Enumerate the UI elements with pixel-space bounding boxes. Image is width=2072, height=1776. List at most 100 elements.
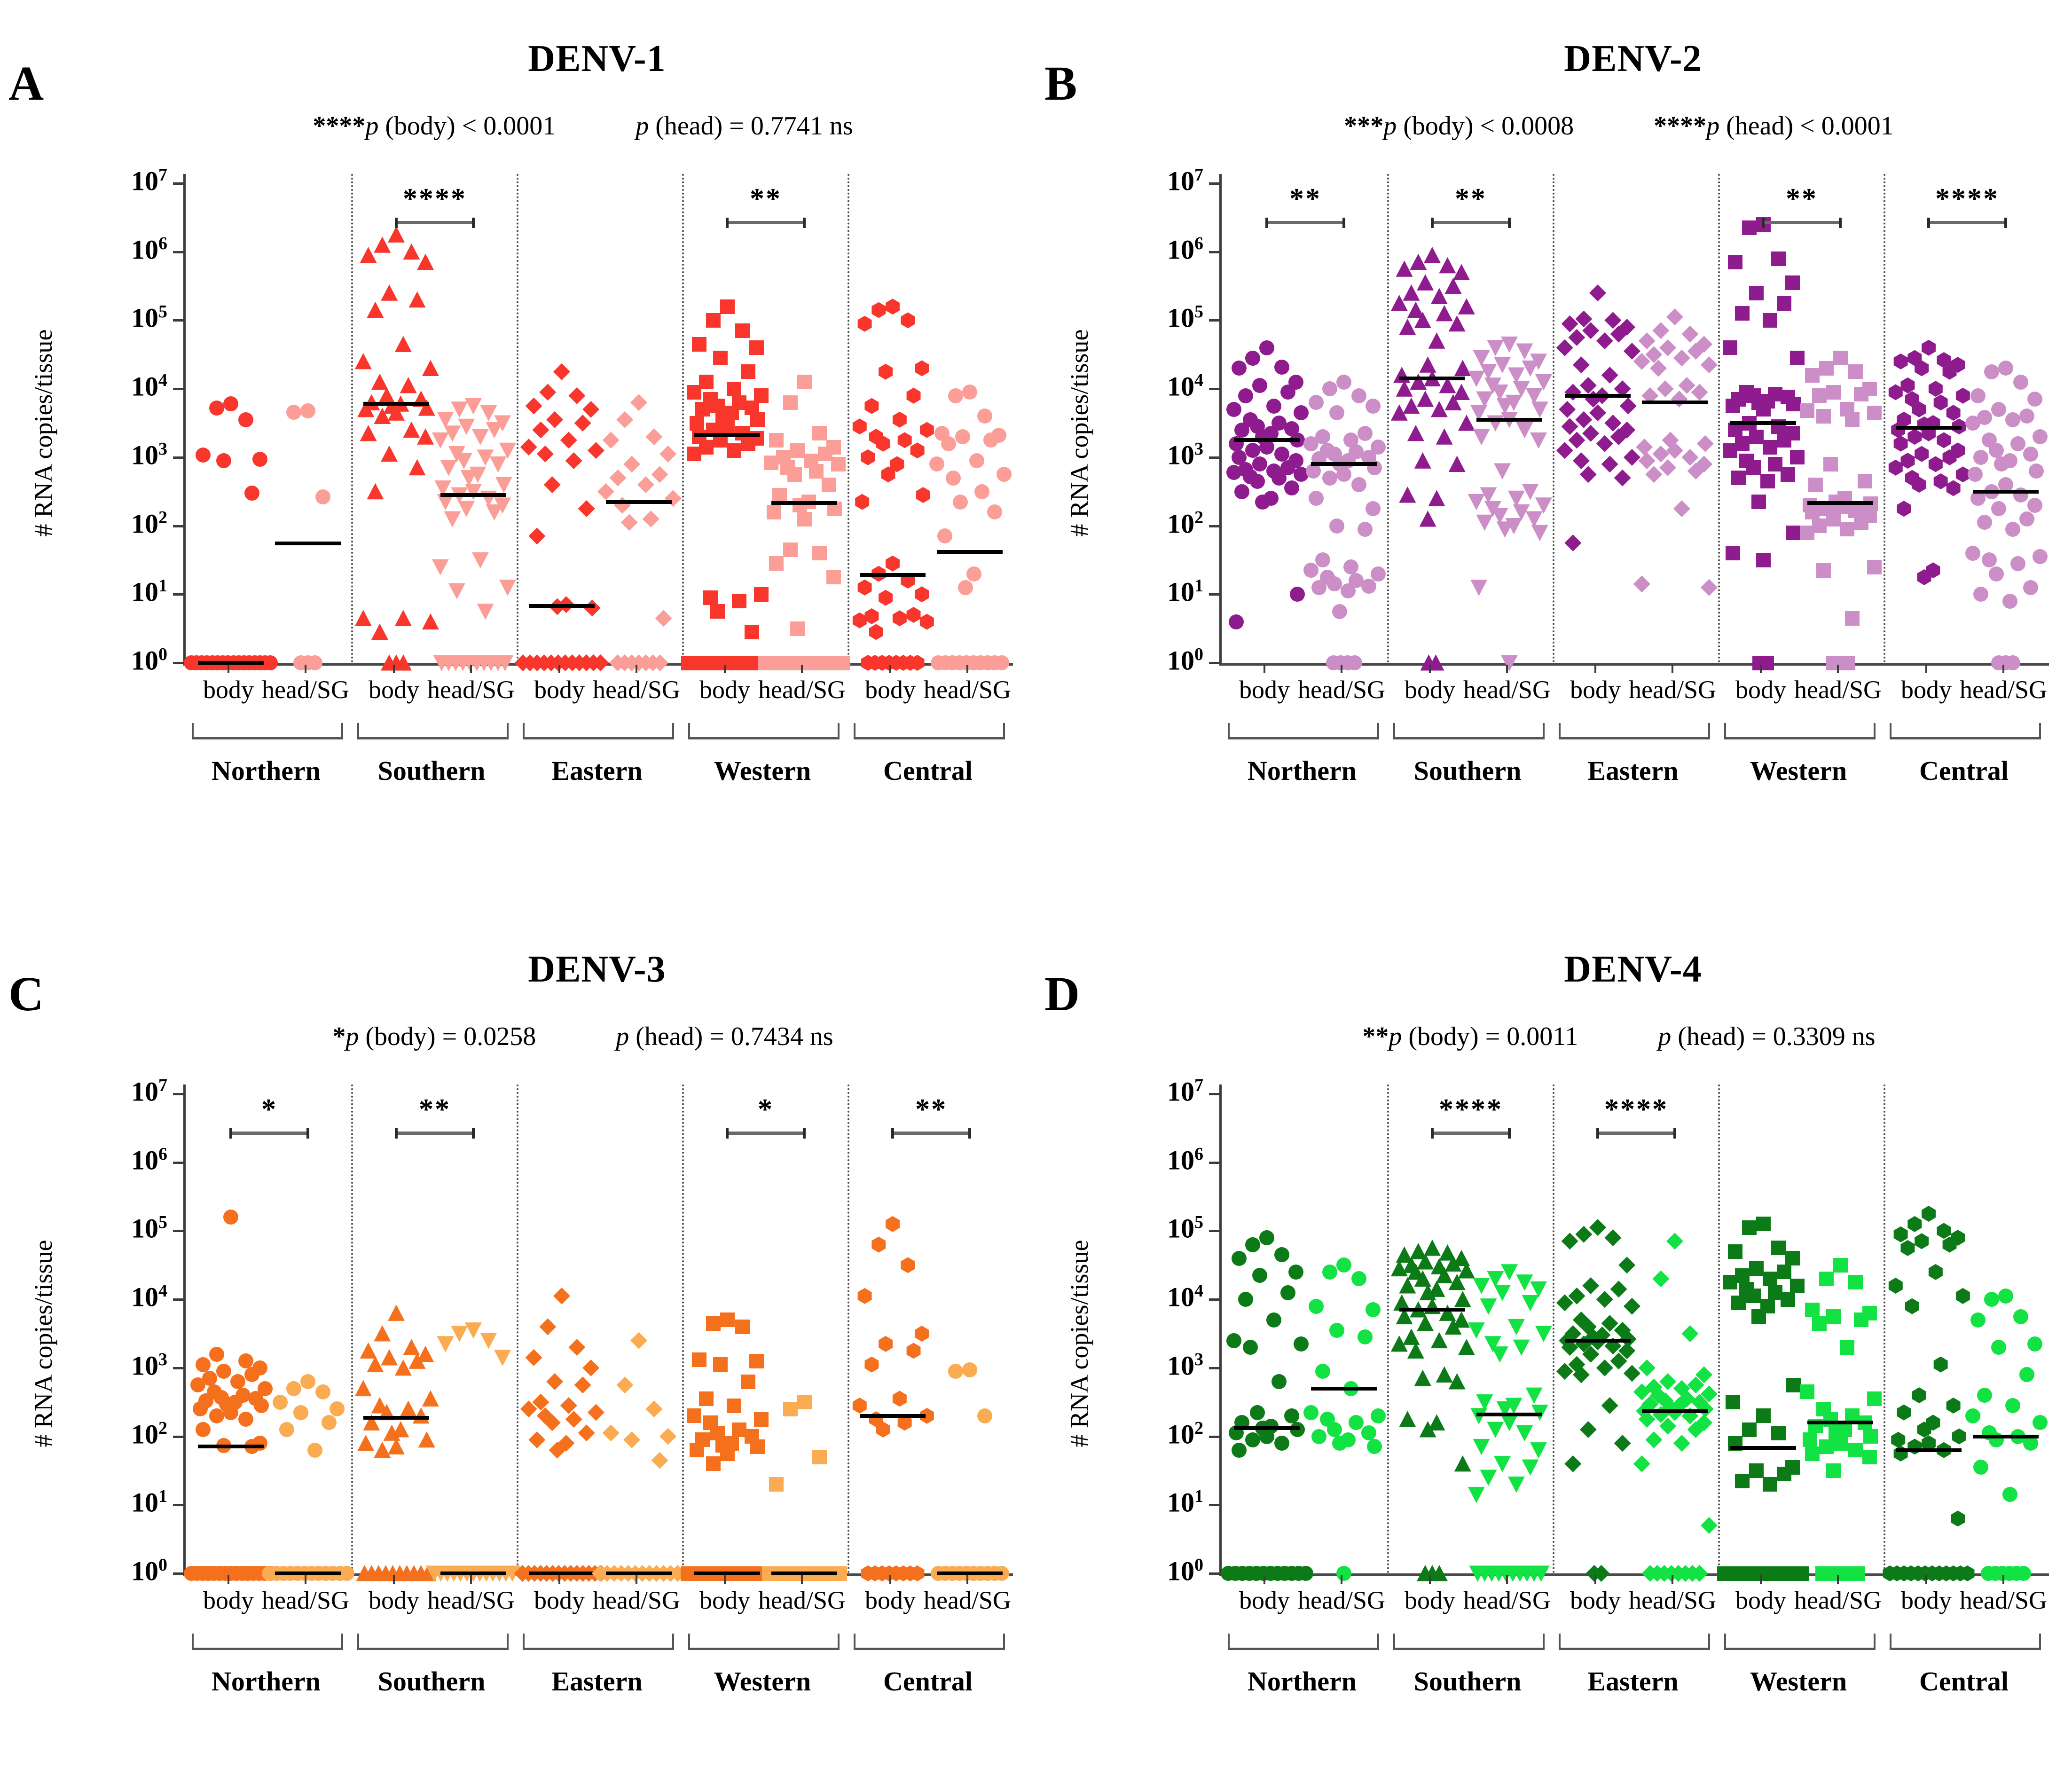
y-tick-mark bbox=[173, 1230, 183, 1233]
data-point bbox=[659, 1428, 677, 1445]
data-point bbox=[1900, 1240, 1915, 1256]
tissue-label-body: body bbox=[534, 1586, 585, 1614]
data-point bbox=[749, 1353, 764, 1368]
data-point bbox=[1476, 514, 1493, 531]
data-point bbox=[689, 1443, 704, 1458]
data-point bbox=[659, 445, 677, 463]
data-point bbox=[1572, 452, 1590, 470]
data-point bbox=[1487, 1422, 1504, 1438]
data-point bbox=[769, 1477, 784, 1492]
significance-stars: ** bbox=[419, 1093, 451, 1125]
significance-bar bbox=[1432, 221, 1509, 224]
region-bracket bbox=[1393, 723, 1545, 739]
data-point bbox=[357, 1435, 375, 1451]
data-point bbox=[871, 1236, 886, 1253]
data-point-baseline bbox=[307, 655, 322, 670]
data-point bbox=[1848, 1275, 1863, 1290]
panel-c-inner: C DENV-3 *p (body) = 0.0258 p (head) = 0… bbox=[0, 911, 1036, 1776]
x-tick-mark bbox=[801, 1575, 803, 1584]
data-point bbox=[1937, 432, 1951, 448]
data-point bbox=[2019, 1367, 2034, 1383]
y-tick-mark bbox=[173, 456, 183, 459]
data-point bbox=[1955, 387, 1970, 404]
y-tick-mark bbox=[173, 1298, 183, 1301]
data-point bbox=[1696, 435, 1714, 452]
significance-bar-cap bbox=[1431, 218, 1434, 228]
data-point bbox=[1274, 1436, 1290, 1451]
data-point bbox=[578, 1424, 595, 1442]
y-axis-ticks: 107 106 105 104 103 102 101 100 bbox=[0, 1076, 183, 1586]
data-point bbox=[1652, 322, 1670, 339]
data-point bbox=[1786, 525, 1801, 540]
data-point bbox=[754, 1412, 769, 1427]
data-point bbox=[1561, 418, 1578, 435]
y-tick-mark bbox=[173, 662, 183, 664]
data-point bbox=[1255, 494, 1270, 510]
x-tick-mark bbox=[470, 665, 472, 673]
region-bracket bbox=[523, 723, 674, 739]
data-point bbox=[432, 432, 449, 449]
median-line bbox=[1234, 438, 1300, 442]
data-point bbox=[1601, 1397, 1618, 1414]
x-tick-mark bbox=[558, 665, 560, 673]
data-point bbox=[1915, 446, 1929, 462]
data-point bbox=[1897, 501, 1911, 517]
data-point bbox=[1604, 1229, 1622, 1246]
data-point bbox=[1749, 429, 1764, 444]
data-point bbox=[1756, 402, 1771, 417]
region-label: Central bbox=[1919, 1666, 2009, 1697]
data-point bbox=[1833, 1257, 1848, 1273]
data-point bbox=[578, 500, 595, 518]
y-tick-label: 101 bbox=[1167, 1486, 1203, 1518]
data-point bbox=[1229, 614, 1244, 629]
data-point bbox=[1659, 1373, 1677, 1390]
data-point bbox=[1907, 1216, 1922, 1232]
tissue-label-body: body bbox=[369, 1586, 419, 1614]
data-point bbox=[244, 1367, 259, 1383]
data-point bbox=[809, 464, 824, 479]
region-bracket bbox=[1393, 1634, 1545, 1650]
significance-bar-cap bbox=[395, 218, 398, 228]
data-point bbox=[1242, 1340, 1258, 1355]
data-point bbox=[2032, 549, 2048, 565]
data-point bbox=[209, 1408, 225, 1423]
y-tick-label: 102 bbox=[1167, 507, 1203, 539]
data-point bbox=[857, 1288, 872, 1304]
median-line bbox=[1807, 501, 1873, 505]
data-point bbox=[1582, 1277, 1600, 1294]
median-line bbox=[1399, 377, 1465, 381]
data-point bbox=[966, 566, 982, 582]
median-line bbox=[771, 501, 837, 505]
data-point bbox=[440, 460, 457, 476]
region-label: Eastern bbox=[1587, 1666, 1679, 1697]
data-point bbox=[1357, 1329, 1373, 1345]
data-point bbox=[480, 1333, 497, 1349]
data-point bbox=[1507, 1319, 1525, 1336]
data-point bbox=[1231, 361, 1247, 376]
data-point bbox=[1623, 1365, 1640, 1382]
stats-line: ****p (body) < 0.0001 p (head) = 0.7741 … bbox=[155, 111, 1011, 141]
data-point bbox=[1649, 360, 1667, 377]
x-tick-mark bbox=[1429, 665, 1431, 673]
x-tick-mark bbox=[1341, 1575, 1342, 1584]
x-tick-mark bbox=[1341, 665, 1342, 673]
group-separator bbox=[1553, 174, 1554, 663]
p-value-head-text: (head) = 0.3309 ns bbox=[1671, 1022, 1876, 1051]
group-separator bbox=[517, 174, 518, 663]
data-point bbox=[864, 1356, 879, 1373]
data-point bbox=[1245, 1237, 1261, 1252]
data-point bbox=[1303, 436, 1319, 451]
data-point bbox=[812, 1449, 827, 1464]
data-point bbox=[371, 373, 388, 390]
stats-line: **p (body) = 0.0011 p (head) = 0.3309 ns bbox=[1191, 1022, 2047, 1052]
data-point bbox=[787, 467, 802, 482]
median-line bbox=[1896, 1448, 1962, 1452]
data-point bbox=[1633, 1455, 1650, 1472]
data-point bbox=[1480, 1470, 1497, 1486]
data-point bbox=[486, 504, 503, 521]
x-tick-mark bbox=[470, 1575, 472, 1584]
data-point bbox=[1922, 1206, 1936, 1222]
region-label: Western bbox=[714, 755, 811, 786]
tissue-label-body: body bbox=[1735, 676, 1786, 704]
data-point bbox=[1525, 1387, 1543, 1404]
